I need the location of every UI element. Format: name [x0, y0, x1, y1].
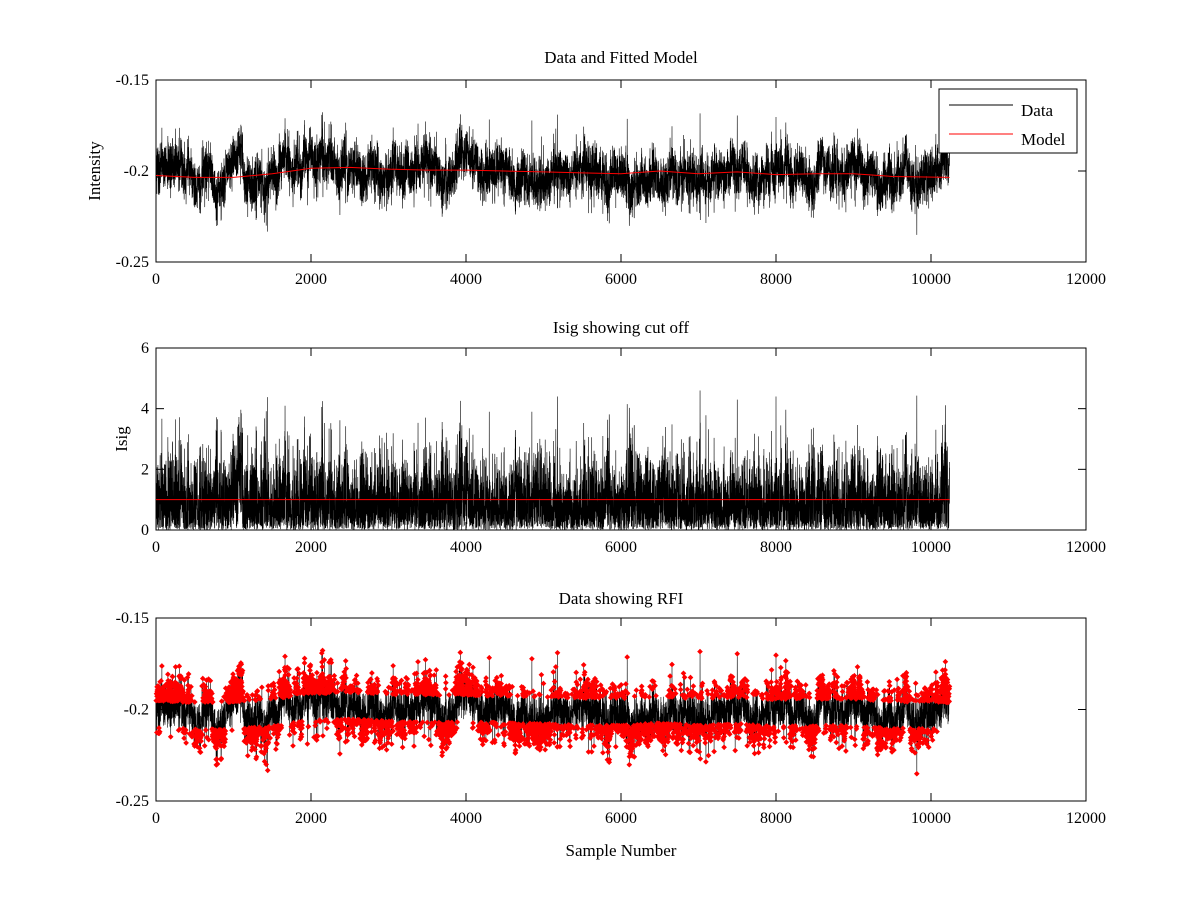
x-tick-label: 0: [152, 539, 160, 556]
x-tick-label: 12000: [1066, 271, 1106, 288]
x-tick-label: 2000: [295, 271, 327, 288]
y-tick-label: -0.25: [116, 254, 149, 271]
x-tick-label: 2000: [295, 810, 327, 827]
legend-label-model: Model: [1021, 130, 1066, 149]
y-tick-label: -0.25: [116, 793, 149, 810]
y-tick-label: -0.15: [116, 610, 149, 627]
x-tick-label: 4000: [450, 539, 482, 556]
x-tick-label: 8000: [760, 539, 792, 556]
y-tick-label: 2: [141, 461, 149, 478]
y-tick-label: -0.15: [116, 72, 149, 89]
series-line-data: [155, 112, 950, 235]
x-tick-label: 10000: [911, 810, 951, 827]
plot-area: [155, 112, 950, 235]
x-tick-label: 12000: [1066, 539, 1106, 556]
x-tick-label: 2000: [295, 539, 327, 556]
x-tick-label: 4000: [450, 810, 482, 827]
y-axis: -0.25 -0.2 -0.15: [116, 610, 1086, 810]
x-tick-label: 8000: [760, 271, 792, 288]
y-axis: 0 2 4 6: [141, 340, 1086, 539]
y-tick-label: -0.2: [124, 163, 149, 180]
x-tick-label: 0: [152, 271, 160, 288]
x-tick-label: 6000: [605, 539, 637, 556]
x-tick-label: 10000: [911, 271, 951, 288]
series-line-isig: [155, 390, 950, 531]
plot-area: [153, 647, 953, 777]
x-tick-label: 6000: [605, 271, 637, 288]
series-line-model: [155, 166, 950, 178]
y-axis-label: Intensity: [85, 141, 104, 201]
panel-data-and-fitted-model: 0 2000 4000 6000 8000 10000 12000 -0.25-0.2-0.…: [85, 48, 1106, 288]
x-tick-label: 6000: [605, 810, 637, 827]
chart-title: Data and Fitted Model: [544, 48, 698, 67]
x-axis: 0 2000 4000 6000 8000 10000 12000: [152, 618, 1106, 827]
x-tick-label: 4000: [450, 271, 482, 288]
panel-data-showing-rfi: 0 2000 4000 6000 8000 10000 12000 -0.25-0.2-0.…: [116, 589, 1106, 860]
legend-box: [938, 88, 1078, 154]
x-axis-label: Sample Number: [566, 841, 677, 860]
chart-title: Isig showing cut off: [553, 318, 689, 337]
panel-isig-showing-cut-off: 0 2000 4000 6000 8000 10000 12000 0 2 4 6 Isig sh…: [112, 318, 1106, 556]
y-tick-label: -0.2: [124, 702, 149, 719]
y-axis-label: Isig: [112, 426, 131, 452]
x-tick-label: 8000: [760, 810, 792, 827]
y-tick-label: 6: [141, 340, 149, 357]
legend-label-data: Data: [1021, 101, 1054, 120]
x-axis: 0 2000 4000 6000 8000 10000 12000: [152, 80, 1106, 288]
y-axis: -0.25 -0.2 -0.15: [116, 72, 1086, 271]
rfi-markers: [153, 647, 953, 777]
plot-area: [155, 390, 950, 531]
y-tick-label: 0: [141, 522, 149, 539]
x-tick-label: 0: [152, 810, 160, 827]
x-tick-label: 10000: [911, 539, 951, 556]
legend: Data Model: [938, 88, 1078, 154]
x-tick-label: 12000: [1066, 810, 1106, 827]
y-tick-label: 4: [141, 401, 149, 418]
chart-title: Data showing RFI: [559, 589, 684, 608]
rfi-marker-points: [153, 647, 953, 777]
x-axis: 0 2000 4000 6000 8000 10000 12000: [152, 348, 1106, 556]
